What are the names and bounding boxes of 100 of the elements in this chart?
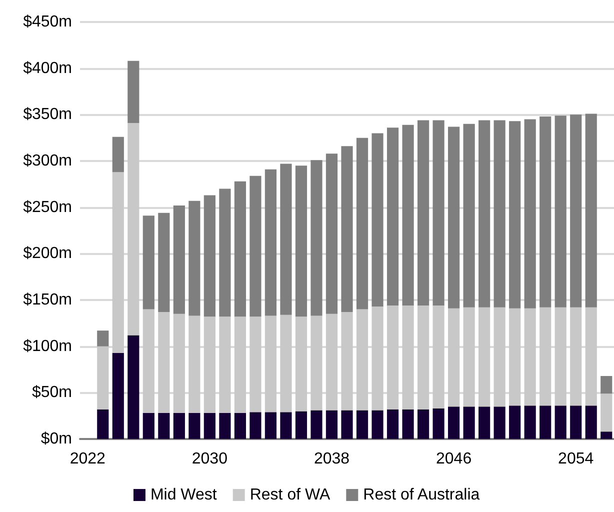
bar [448,126,460,308]
x-tick-label: 2038 [314,450,350,468]
bar [250,412,262,439]
bar [600,376,612,394]
bar [128,60,140,124]
bar [554,406,566,439]
bar [158,312,170,414]
bar [463,307,475,407]
bar [188,200,200,316]
bar [432,120,444,306]
bar [570,114,582,308]
y-tick-label: $0m [40,430,72,448]
bar [402,409,414,439]
bar [204,413,216,439]
bar [448,308,460,407]
bar [478,406,490,439]
bar [372,306,384,410]
bar [386,306,399,410]
bar [356,138,368,310]
bar [326,154,338,314]
x-tick-label: 2046 [436,450,472,468]
bar [585,114,597,308]
legend-label: Rest of WA [250,486,330,504]
bar [234,181,246,317]
x-tick-label: 2054 [558,450,594,468]
bar [540,307,552,406]
bar [158,212,170,312]
bar [264,412,277,439]
bar [356,309,368,410]
bar [128,123,140,336]
bar [417,120,430,306]
y-tick-label: $200m [23,245,72,262]
bar [463,406,475,439]
x-tick-label: 2022 [70,450,106,468]
bar [402,306,414,410]
legend-label: Rest of Australia [363,486,480,504]
bar [234,316,246,414]
bar [494,120,506,308]
bar [478,120,490,308]
bar [310,316,322,410]
y-tick-label: $450m [23,14,72,30]
bar [264,316,277,412]
y-tick-label: $50m [32,384,72,402]
bar [448,406,460,439]
bar [295,166,308,317]
bar [509,121,521,308]
y-tick-label: $400m [23,60,72,77]
bar [540,406,552,439]
x-tick-label: 2030 [192,450,228,468]
legend-label: Mid West [150,486,218,504]
bar [188,316,200,414]
bar [142,413,154,439]
bar [524,119,536,308]
bar [356,410,368,439]
bar [97,409,109,439]
bar [280,164,292,315]
bar [264,169,277,316]
bar [280,314,292,412]
bar [554,307,566,406]
bar [540,116,552,308]
bar [158,413,170,439]
bar [600,394,612,432]
bar [219,413,231,439]
bar [585,406,597,439]
bar [341,146,353,312]
bar [112,352,124,439]
bar [250,316,262,412]
bar [432,306,444,408]
y-tick-label: $350m [23,106,72,124]
bar [295,411,308,439]
bar [524,308,536,406]
bar [326,314,338,410]
bar [204,316,216,414]
bar [219,316,231,414]
bar [570,406,582,439]
bar [494,307,506,407]
bar [173,314,185,414]
bar [280,412,292,439]
bar [386,409,399,439]
bar [97,330,109,346]
bar [310,160,322,316]
bar [509,308,521,406]
bar [372,410,384,439]
bar [432,408,444,439]
bar [310,410,322,439]
bar [463,124,475,308]
bar [142,216,154,310]
bar [524,406,536,439]
bar [554,116,566,308]
bar [341,312,353,410]
bar [478,307,490,407]
bar [188,413,200,439]
bar [112,172,124,353]
bar [570,307,582,406]
bar [417,409,430,439]
bar [372,133,384,306]
bar [417,306,430,410]
bar [112,136,124,172]
bar [204,195,216,317]
bar [173,413,185,439]
